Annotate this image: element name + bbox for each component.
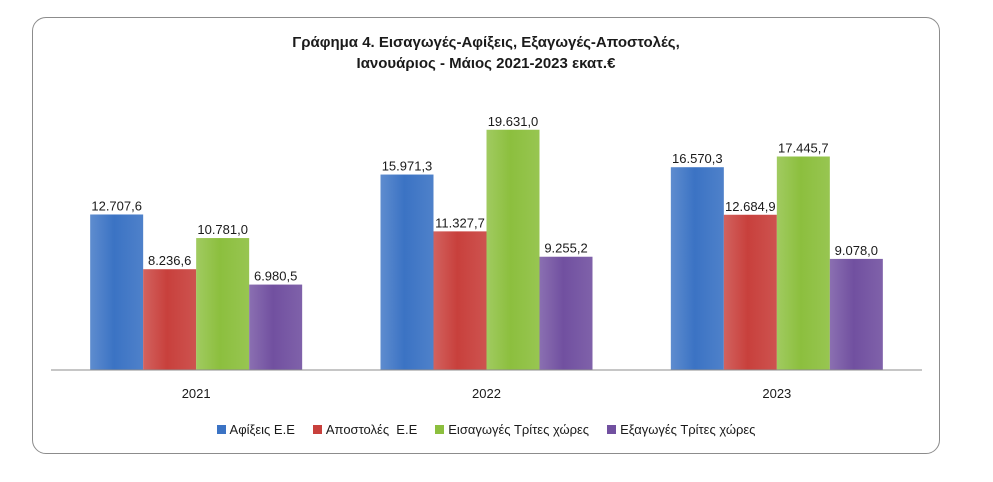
chart-title-line-2: Ιανουάριος - Μάιος 2021-2023 εκατ.€ bbox=[356, 55, 616, 72]
data-label-afixeis-2022: 15.971,3 bbox=[382, 159, 433, 174]
data-label-apostoles-2023: 12.684,9 bbox=[725, 199, 776, 214]
bar-eisagoges-2022 bbox=[486, 129, 540, 370]
data-label-apostoles-2022: 11.327,7 bbox=[435, 215, 485, 230]
legend-label-apostoles: Αποστολές Ε.Ε bbox=[325, 422, 418, 437]
legend-swatch-eisagoges bbox=[435, 425, 445, 434]
bar-afixeis-2023 bbox=[670, 167, 724, 370]
legend: Αφίξεις Ε.Ε Αποστολές Ε.Ε Εισαγωγές Τρίτ… bbox=[33, 422, 939, 437]
legend-item-afixeis: Αφίξεις Ε.Ε bbox=[216, 422, 295, 437]
chart-title: Γράφημα 4. Εισαγωγές-Αφίξεις, Εξαγωγές-Α… bbox=[33, 32, 939, 74]
bar-exagoges-2023 bbox=[829, 258, 883, 370]
data-label-afixeis-2021: 12.707,6 bbox=[91, 198, 142, 213]
legend-swatch-exagoges bbox=[607, 425, 617, 434]
data-label-eisagoges-2022: 19.631,0 bbox=[488, 114, 539, 129]
legend-label-eisagoges: Εισαγωγές Τρίτες χώρες bbox=[448, 422, 590, 437]
legend-item-eisagoges: Εισαγωγές Τρίτες χώρες bbox=[435, 422, 589, 437]
data-label-exagoges-2021: 6.980,5 bbox=[254, 269, 297, 284]
legend-label-afixeis: Αφίξεις Ε.Ε bbox=[229, 422, 295, 437]
legend-label-exagoges: Εξαγωγές Τρίτες χώρες bbox=[620, 422, 756, 437]
bar-exagoges-2021 bbox=[249, 284, 303, 370]
data-label-afixeis-2023: 16.570,3 bbox=[672, 151, 723, 166]
data-label-eisagoges-2021: 10.781,0 bbox=[197, 222, 248, 237]
chart-frame: Γράφημα 4. Εισαγωγές-Αφίξεις, Εξαγωγές-Α… bbox=[32, 17, 940, 454]
legend-swatch-apostoles bbox=[312, 425, 322, 434]
bar-apostoles-2021 bbox=[143, 269, 197, 370]
bar-afixeis-2021 bbox=[90, 214, 144, 370]
x-tick-label-2023: 2023 bbox=[762, 386, 791, 401]
bar-eisagoges-2023 bbox=[776, 156, 830, 370]
data-label-apostoles-2021: 8.236,6 bbox=[148, 253, 191, 268]
bar-eisagoges-2021 bbox=[196, 238, 250, 370]
bar-apostoles-2022 bbox=[433, 231, 487, 370]
x-tick-label-2021: 2021 bbox=[182, 386, 211, 401]
bar-afixeis-2022 bbox=[380, 174, 434, 370]
legend-item-exagoges: Εξαγωγές Τρίτες χώρες bbox=[607, 422, 755, 437]
x-tick-label-2022: 2022 bbox=[472, 386, 501, 401]
bar-exagoges-2022 bbox=[539, 256, 593, 370]
data-label-exagoges-2023: 9.078,0 bbox=[835, 243, 878, 258]
data-label-eisagoges-2023: 17.445,7 bbox=[778, 140, 829, 155]
legend-swatch-afixeis bbox=[216, 425, 226, 434]
data-label-exagoges-2022: 9.255,2 bbox=[544, 241, 587, 256]
chart-title-line-1: Γράφημα 4. Εισαγωγές-Αφίξεις, Εξαγωγές-Α… bbox=[292, 34, 680, 51]
legend-item-apostoles: Αποστολές Ε.Ε bbox=[312, 422, 418, 437]
bar-chart: 12.707,6 8.236,6 10.781,0 6.980,5 2021 15.971… bbox=[51, 114, 922, 401]
bar-apostoles-2023 bbox=[723, 214, 777, 370]
